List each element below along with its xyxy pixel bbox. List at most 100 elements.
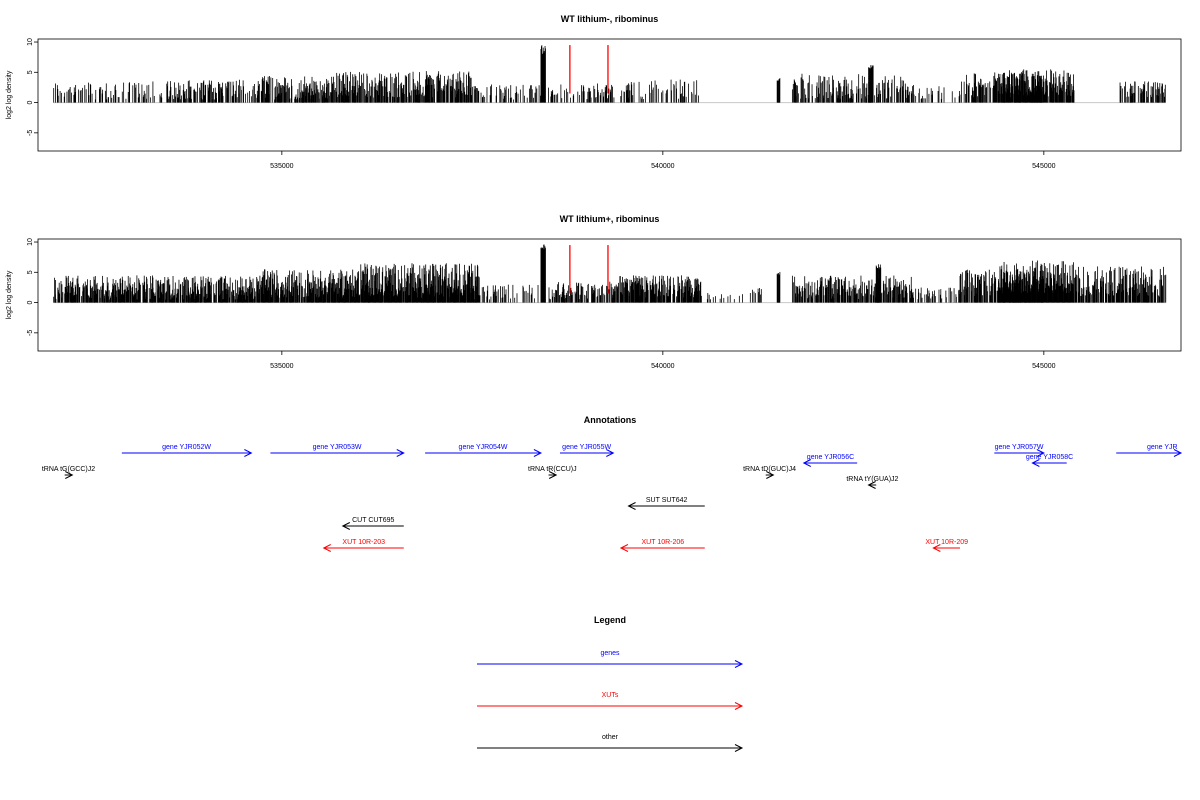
legend-label: genes bbox=[600, 650, 620, 657]
arrow-head bbox=[548, 471, 558, 479]
annotation-feature: XUT 10R-203 bbox=[322, 539, 404, 552]
arrow-head bbox=[734, 744, 744, 752]
annotation-feature: gene YJR058C bbox=[1026, 454, 1073, 467]
signal-bars bbox=[53, 244, 1167, 303]
y-tick-label: 0 bbox=[27, 301, 34, 305]
x-tick-label: 545000 bbox=[1032, 363, 1055, 370]
y-axis-label: log2 log density bbox=[6, 270, 13, 319]
feature-label: SUT SUT642 bbox=[646, 497, 688, 504]
annotation-feature: XUT 10R-206 bbox=[619, 539, 705, 552]
y-tick-label: -5 bbox=[27, 130, 34, 136]
annotation-feature: gene YJR bbox=[1116, 444, 1183, 457]
annotations-title: Annotations bbox=[584, 415, 637, 425]
signal-panel-2: WT lithium+, ribominus -5 0 5 10 log2 log den… bbox=[6, 214, 1182, 370]
annotation-feature: CUT CUT695 bbox=[341, 517, 404, 530]
plot-frame bbox=[37, 38, 1182, 152]
y-tick-label: 5 bbox=[27, 270, 34, 274]
feature-label: XUT 10R-203 bbox=[342, 539, 385, 546]
feature-label: gene YJR bbox=[1147, 444, 1178, 451]
legend-arrow bbox=[477, 744, 744, 752]
feature-label: gene YJR057W bbox=[995, 444, 1044, 451]
legend: Legend genes XUTs other bbox=[477, 615, 744, 752]
feature-label: gene YJR054W bbox=[459, 444, 508, 451]
feature-arrow bbox=[322, 544, 404, 552]
arrow-head bbox=[627, 502, 636, 510]
annotation-feature: tRNA tG(GCC)J2 bbox=[42, 466, 95, 479]
legend-title: Legend bbox=[594, 615, 626, 625]
legend-label: other bbox=[602, 734, 619, 741]
feature-label: gene YJR052W bbox=[162, 444, 211, 451]
feature-arrow bbox=[341, 522, 404, 530]
plot-frame bbox=[37, 238, 1182, 352]
feature-arrow bbox=[932, 544, 961, 552]
feature-label: XUT 10R-206 bbox=[642, 539, 685, 546]
signal-panel-1: WT lithium-, ribominus -5 0 5 10 log2 log den… bbox=[6, 14, 1182, 170]
legend-label: XUTs bbox=[602, 692, 619, 699]
panel-title: WT lithium-, ribominus bbox=[561, 14, 659, 24]
x-axis: 535000 540000 545000 bbox=[270, 351, 1056, 370]
feature-label: tRNA tR(CCU)J bbox=[528, 466, 577, 473]
arrow-head bbox=[1031, 459, 1040, 467]
annotation-feature: XUT 10R-209 bbox=[925, 539, 968, 552]
arrow-head bbox=[65, 471, 74, 479]
feature-arrow bbox=[867, 481, 877, 489]
y-axis-label: log2 log density bbox=[6, 70, 13, 119]
annotation-feature: gene YJR053W bbox=[270, 444, 405, 457]
annotation-feature: gene YJR052W bbox=[121, 444, 253, 457]
annotation-feature: SUT SUT642 bbox=[627, 497, 705, 510]
arrow-head bbox=[867, 481, 876, 489]
arrow-head bbox=[619, 544, 629, 552]
feature-arrow bbox=[1116, 449, 1183, 457]
y-tick-label: 10 bbox=[27, 38, 34, 46]
arrow-head bbox=[734, 702, 744, 710]
feature-arrow bbox=[802, 459, 858, 467]
legend-item-other: other bbox=[477, 734, 744, 752]
arrow-head bbox=[802, 459, 812, 467]
arrow-head bbox=[322, 544, 331, 552]
arrow-head bbox=[1036, 449, 1045, 457]
y-tick-label: 5 bbox=[27, 70, 34, 74]
feature-label: tRNA tG(GCC)J2 bbox=[42, 466, 95, 473]
y-axis: -5 0 5 10 log2 log density bbox=[6, 38, 38, 136]
annotation-feature: tRNA tR(CCU)J bbox=[528, 466, 577, 479]
annotation-feature: gene YJR056C bbox=[802, 454, 858, 467]
feature-arrow bbox=[765, 471, 775, 479]
feature-arrow bbox=[627, 502, 705, 510]
feature-label: gene YJR058C bbox=[1026, 454, 1073, 461]
y-tick-label: 0 bbox=[27, 101, 34, 105]
x-tick-label: 540000 bbox=[651, 363, 674, 370]
annotation-feature: tRNA tD(GUC)J4 bbox=[743, 466, 796, 479]
y-axis: -5 0 5 10 log2 log density bbox=[6, 238, 38, 336]
arrow-head bbox=[606, 449, 615, 457]
legend-arrow bbox=[477, 702, 744, 710]
arrow-head bbox=[341, 522, 351, 530]
feature-label: XUT 10R-209 bbox=[925, 539, 968, 546]
x-tick-label: 535000 bbox=[270, 363, 293, 370]
arrow-head bbox=[396, 449, 405, 457]
legend-item-gene: genes bbox=[477, 650, 744, 668]
arrow-head bbox=[244, 449, 253, 457]
arrow-head bbox=[932, 544, 941, 552]
feature-arrow bbox=[559, 449, 615, 457]
annotation-feature: gene YJR055W bbox=[559, 444, 615, 457]
feature-label: tRNA tY(GUA)J2 bbox=[846, 476, 898, 483]
feature-arrow bbox=[994, 449, 1045, 457]
feature-label: gene YJR053W bbox=[313, 444, 362, 451]
signal-bars bbox=[53, 45, 1166, 103]
legend-item-xut: XUTs bbox=[477, 692, 744, 710]
annotation-feature: gene YJR057W bbox=[994, 444, 1045, 457]
feature-arrow bbox=[425, 449, 543, 457]
x-tick-label: 540000 bbox=[651, 163, 674, 170]
feature-label: gene YJR056C bbox=[807, 454, 854, 461]
feature-label: CUT CUT695 bbox=[352, 517, 394, 524]
annotation-feature: tRNA tY(GUA)J2 bbox=[846, 476, 899, 489]
feature-arrow bbox=[121, 449, 253, 457]
feature-arrow bbox=[64, 471, 74, 479]
arrow-head bbox=[533, 449, 543, 457]
y-tick-label: -5 bbox=[27, 330, 34, 336]
annotation-feature: gene YJR054W bbox=[425, 444, 543, 457]
feature-arrow bbox=[270, 449, 405, 457]
legend-arrow bbox=[477, 660, 744, 668]
